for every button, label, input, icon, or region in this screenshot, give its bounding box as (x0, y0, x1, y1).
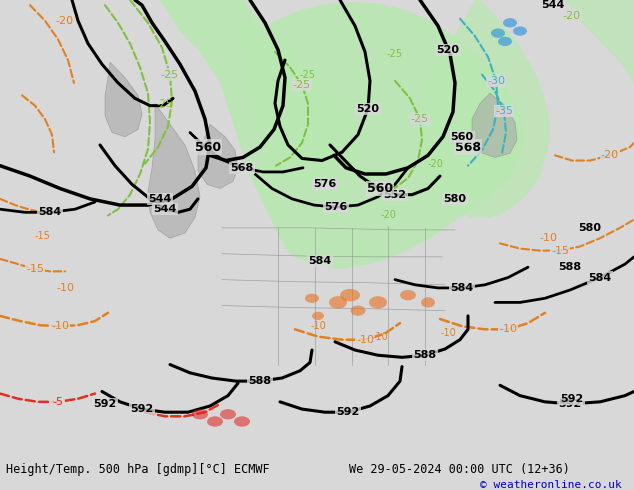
Text: -20: -20 (427, 159, 443, 169)
Ellipse shape (207, 416, 223, 427)
Text: -25: -25 (161, 70, 179, 79)
Text: -25: -25 (293, 80, 311, 90)
Text: 592: 592 (560, 394, 584, 404)
Text: 520: 520 (436, 45, 460, 55)
Text: 588: 588 (559, 262, 581, 272)
Text: -10: -10 (372, 332, 388, 342)
Text: -20: -20 (56, 16, 74, 25)
Ellipse shape (513, 26, 527, 36)
Text: 592: 592 (337, 407, 359, 417)
Polygon shape (160, 0, 525, 270)
Ellipse shape (220, 409, 236, 419)
Text: 544: 544 (541, 0, 565, 10)
Text: 568: 568 (455, 141, 481, 153)
Text: -10: -10 (51, 321, 69, 331)
Text: 584: 584 (308, 256, 332, 266)
Text: -30: -30 (487, 76, 505, 86)
Text: 592: 592 (559, 399, 581, 409)
Text: -20: -20 (563, 11, 581, 21)
Text: -35: -35 (495, 106, 513, 116)
Text: -10: -10 (356, 335, 374, 344)
Polygon shape (565, 0, 634, 83)
Text: 576: 576 (325, 202, 347, 212)
Text: 584: 584 (588, 272, 612, 283)
Text: 552: 552 (384, 190, 406, 200)
Text: 580: 580 (578, 223, 602, 233)
Polygon shape (472, 93, 517, 157)
Polygon shape (148, 103, 200, 238)
Text: -15: -15 (551, 245, 569, 256)
Polygon shape (238, 0, 360, 186)
Text: -10: -10 (310, 321, 326, 331)
Ellipse shape (351, 306, 365, 316)
Text: -15: -15 (34, 231, 50, 241)
Ellipse shape (503, 18, 517, 27)
Text: -10: -10 (499, 324, 517, 334)
Text: 576: 576 (313, 179, 337, 189)
Polygon shape (198, 124, 238, 189)
Text: -25: -25 (300, 70, 316, 79)
Text: -10: -10 (56, 283, 74, 293)
Ellipse shape (400, 290, 416, 300)
Ellipse shape (498, 37, 512, 46)
Text: 544: 544 (148, 194, 172, 204)
Ellipse shape (369, 296, 387, 309)
Ellipse shape (329, 296, 347, 309)
Text: -25: -25 (157, 98, 173, 109)
Ellipse shape (340, 289, 360, 301)
Text: 560: 560 (450, 132, 474, 142)
Text: 568: 568 (230, 163, 254, 173)
Text: -5: -5 (53, 397, 63, 407)
Text: 588: 588 (413, 350, 437, 360)
Text: 580: 580 (444, 194, 467, 204)
Text: 584: 584 (450, 283, 474, 293)
Polygon shape (420, 0, 550, 218)
Ellipse shape (421, 297, 435, 308)
Ellipse shape (234, 416, 250, 427)
Ellipse shape (312, 312, 324, 320)
Text: -20: -20 (601, 150, 619, 160)
Ellipse shape (305, 294, 319, 303)
Text: 584: 584 (39, 207, 61, 217)
Ellipse shape (192, 409, 208, 419)
Text: -20: -20 (380, 210, 396, 221)
Text: -10: -10 (440, 328, 456, 339)
Text: Height/Temp. 500 hPa [gdmp][°C] ECMWF: Height/Temp. 500 hPa [gdmp][°C] ECMWF (6, 463, 270, 476)
Text: We 29-05-2024 00:00 UTC (12+36): We 29-05-2024 00:00 UTC (12+36) (349, 463, 569, 476)
Text: -15: -15 (26, 264, 44, 274)
Text: 592: 592 (131, 404, 153, 414)
Text: -25: -25 (387, 49, 403, 59)
Text: -25: -25 (411, 114, 429, 124)
Text: 560: 560 (367, 182, 393, 195)
Text: 592: 592 (93, 399, 117, 409)
Text: 560: 560 (195, 141, 221, 153)
Text: -10: -10 (539, 233, 557, 243)
Text: 520: 520 (356, 104, 380, 114)
Text: 588: 588 (249, 376, 271, 386)
Text: 544: 544 (153, 204, 177, 214)
Polygon shape (105, 62, 142, 137)
Ellipse shape (491, 28, 505, 38)
Text: © weatheronline.co.uk: © weatheronline.co.uk (479, 480, 621, 490)
